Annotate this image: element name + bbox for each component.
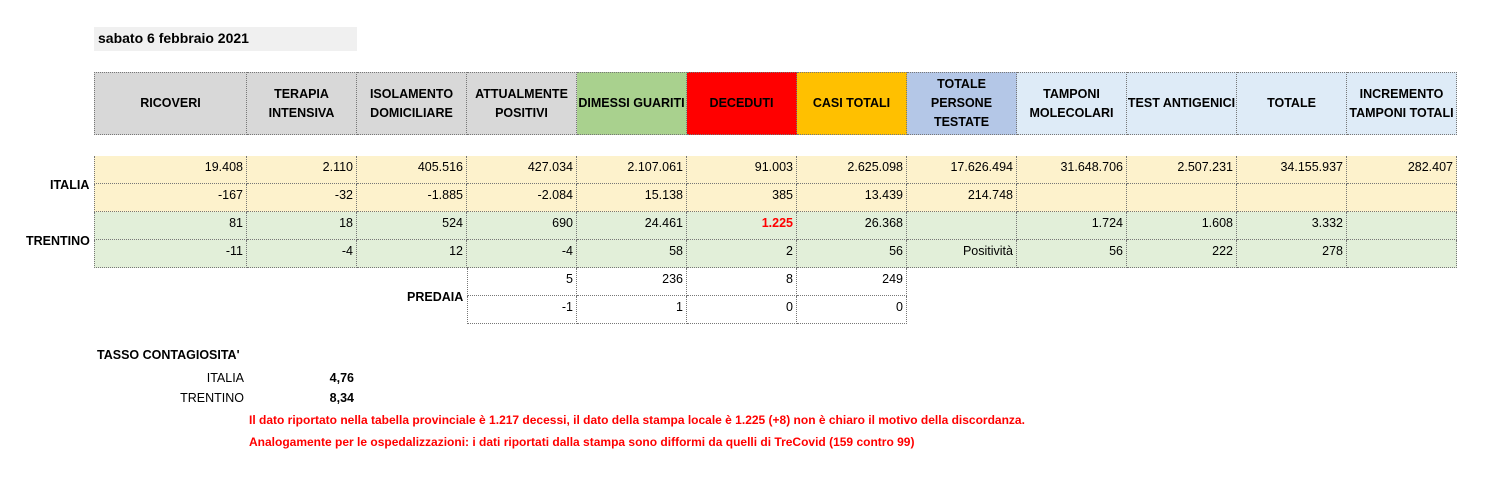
table-cell — [1347, 184, 1457, 212]
column-header: RICOVERI — [94, 72, 247, 135]
table-cell: 8 — [687, 268, 797, 296]
table-cell — [1127, 184, 1237, 212]
note-decessi: Il dato riportato nella tabella provinci… — [249, 413, 1025, 427]
table-cell: 3.332 — [1237, 212, 1347, 240]
column-header: DECEDUTI — [687, 72, 797, 135]
table-cell: 222 — [1127, 240, 1237, 268]
table-cell: 2.107.061 — [577, 156, 687, 184]
table-cell: 2.507.231 — [1127, 156, 1237, 184]
table-cell: 56 — [1017, 240, 1127, 268]
note-ospedalizzazioni: Analogamente per le ospedalizzazioni: i … — [249, 435, 915, 449]
table-cell: 0 — [687, 296, 797, 324]
table-cell: 0 — [797, 296, 907, 324]
table-cell: -1.885 — [357, 184, 467, 212]
table-cell: -2.084 — [467, 184, 577, 212]
table-cell: 2 — [687, 240, 797, 268]
table-cell — [907, 212, 1017, 240]
column-header: CASI TOTALI — [797, 72, 907, 135]
table-cell: 236 — [577, 268, 687, 296]
row-label-trentino: TRENTINO — [26, 234, 90, 248]
table-cell: 282.407 — [1347, 156, 1457, 184]
tasso-italia-label: ITALIA — [206, 371, 244, 385]
table-cell: 1.724 — [1017, 212, 1127, 240]
table-cell: 34.155.937 — [1237, 156, 1347, 184]
column-header: INCREMENTO TAMPONI TOTALI — [1347, 72, 1457, 135]
table-cell: 524 — [357, 212, 467, 240]
table-cell: 278 — [1237, 240, 1347, 268]
column-header: TAMPONI MOLECOLARI — [1017, 72, 1127, 135]
table-cell: 12 — [357, 240, 467, 268]
tasso-italia-value: 4,76 — [329, 371, 354, 385]
column-header: TERAPIA INTENSIVA — [247, 72, 357, 135]
table-cell: 1 — [577, 296, 687, 324]
table-cell: 5 — [467, 268, 577, 296]
table-cell: 214.748 — [907, 184, 1017, 212]
table-cell: 405.516 — [357, 156, 467, 184]
tasso-title: TASSO CONTAGIOSITA' — [97, 348, 240, 362]
column-header: ATTUALMENTE POSITIVI — [467, 72, 577, 135]
table-cell: 427.034 — [467, 156, 577, 184]
table-cell — [1237, 184, 1347, 212]
column-header: TOTALE PERSONE TESTATE — [907, 72, 1017, 135]
table-cell: -32 — [247, 184, 357, 212]
column-header: DIMESSI GUARITI — [577, 72, 687, 135]
row-label-predaia: PREDAIA — [407, 290, 464, 304]
table-cell: 13.439 — [797, 184, 907, 212]
table-cell: -11 — [94, 240, 247, 268]
table-cell: 56 — [797, 240, 907, 268]
table-cell: -4 — [247, 240, 357, 268]
table-cell: 58 — [577, 240, 687, 268]
table-cell: 385 — [687, 184, 797, 212]
table-cell: -4 — [467, 240, 577, 268]
table-cell: 31.648.706 — [1017, 156, 1127, 184]
table-cell — [1347, 240, 1457, 268]
table-cell: -1 — [467, 296, 577, 324]
table-cell: 81 — [94, 212, 247, 240]
table-cell: 26.368 — [797, 212, 907, 240]
report-date: sabato 6 febbraio 2021 — [94, 27, 357, 51]
tasso-trentino-value: 8,34 — [329, 391, 354, 405]
tasso-trentino-label: TRENTINO — [180, 391, 244, 405]
row-label-italia: ITALIA — [50, 178, 90, 192]
table-cell: 1.225 — [687, 212, 797, 240]
table-cell: 2.625.098 — [797, 156, 907, 184]
table-cell: Positività — [907, 240, 1017, 268]
table-cell: -167 — [94, 184, 247, 212]
table-cell: 2.110 — [247, 156, 357, 184]
column-header: TOTALE — [1237, 72, 1347, 135]
table-cell: 24.461 — [577, 212, 687, 240]
column-header: ISOLAMENTO DOMICILIARE — [357, 72, 467, 135]
table-cell: 18 — [247, 212, 357, 240]
table-cell: 249 — [797, 268, 907, 296]
table-cell: 19.408 — [94, 156, 247, 184]
table-cell — [1347, 212, 1457, 240]
table-cell: 690 — [467, 212, 577, 240]
table-cell — [1017, 184, 1127, 212]
table-cell: 15.138 — [577, 184, 687, 212]
column-header: TEST ANTIGENICI — [1127, 72, 1237, 135]
table-cell: 91.003 — [687, 156, 797, 184]
table-cell: 1.608 — [1127, 212, 1237, 240]
table-cell: 17.626.494 — [907, 156, 1017, 184]
